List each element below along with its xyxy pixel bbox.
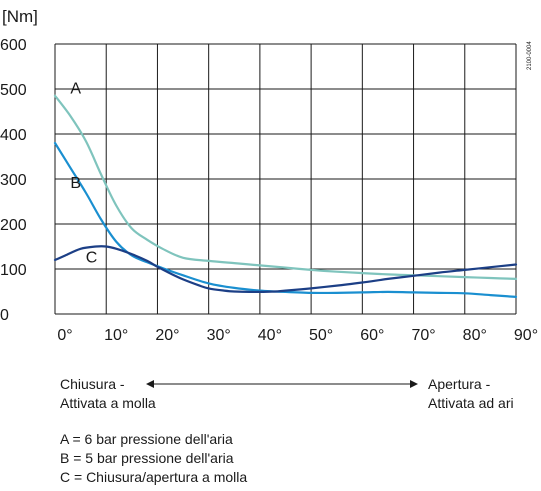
x-tick-label: 80° xyxy=(463,327,487,344)
x-tick-label: 50° xyxy=(309,327,333,344)
direction-arrow xyxy=(146,380,418,388)
y-tick-label: 500 xyxy=(0,82,27,99)
tick-labels: 0 100 200 300 400 500 600 0° 10° 20° 30° 40° 50° 60° 7… xyxy=(0,37,538,344)
series-line-c xyxy=(53,245,518,294)
y-tick-label: 300 xyxy=(0,172,27,189)
y-tick-label: 0 xyxy=(0,307,9,324)
series-labels: A B C xyxy=(70,81,97,267)
legend-note-b: B = 5 bar pressione dell'aria xyxy=(60,450,234,466)
x-tick-label: 90° xyxy=(514,327,538,344)
y-tick-label: 200 xyxy=(0,217,27,234)
y-tick-label: 400 xyxy=(0,127,27,144)
y-axis-label: [Nm] xyxy=(2,7,38,26)
series-line-b xyxy=(53,141,518,298)
direction-right-line1: Apertura - xyxy=(428,376,491,392)
legend-note-c: C = Chiusura/apertura a molla xyxy=(60,469,248,485)
series-label-a: A xyxy=(70,81,81,98)
series-label-b: B xyxy=(70,175,81,192)
x-tick-label: 40° xyxy=(258,327,282,344)
x-tick-label: 10° xyxy=(104,327,128,344)
series-line-a xyxy=(53,94,518,280)
x-tick-label: 60° xyxy=(360,327,384,344)
series-lines xyxy=(53,94,518,298)
direction-left-line1: Chiusura - xyxy=(60,376,125,392)
y-tick-label: 600 xyxy=(0,37,27,54)
direction-left-line2: Attivata a molla xyxy=(60,395,156,411)
chart-grid xyxy=(54,43,517,315)
x-tick-label: 20° xyxy=(155,327,179,344)
x-tick-label: 0° xyxy=(57,327,72,344)
x-tick-label: 30° xyxy=(207,327,231,344)
y-tick-label: 100 xyxy=(0,262,27,279)
series-label-c: C xyxy=(86,249,98,266)
direction-right-line2: Attivata ad ari xyxy=(428,395,514,411)
x-tick-label: 70° xyxy=(411,327,435,344)
legend-note-a: A = 6 bar pressione dell'aria xyxy=(60,431,233,447)
watermark-code: 2100-0004 xyxy=(527,41,533,70)
